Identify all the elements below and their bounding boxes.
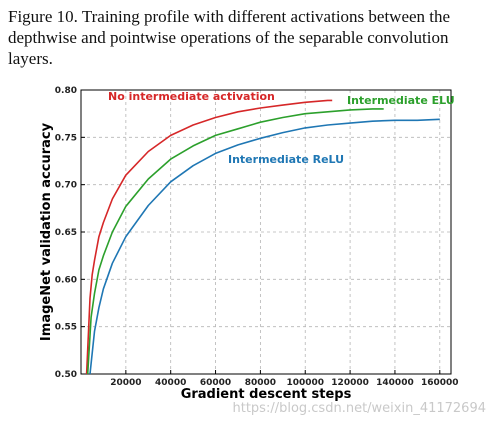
x-tick-label: 120000 bbox=[331, 378, 369, 388]
watermark-text: https://blog.csdn.net/weixin_41172694 bbox=[232, 401, 486, 416]
series-label-relu: Intermediate ReLU bbox=[228, 153, 344, 166]
y-tick-label: 0.65 bbox=[55, 228, 77, 238]
y-tick-label: 0.80 bbox=[55, 86, 77, 96]
series-line-elu bbox=[86, 108, 384, 375]
y-tick-label: 0.55 bbox=[55, 323, 77, 333]
y-tick-label: 0.75 bbox=[55, 133, 77, 143]
x-tick-label: 60000 bbox=[200, 378, 231, 388]
series-line-no-activation bbox=[85, 99, 333, 375]
y-tick-label: 0.50 bbox=[55, 370, 77, 380]
y-axis-label: ImageNet validation accuracy bbox=[39, 122, 54, 341]
x-tick-label: 140000 bbox=[376, 378, 414, 388]
x-tick-label: 100000 bbox=[286, 378, 324, 388]
figure-caption: Figure 10. Training profile with differe… bbox=[8, 7, 451, 68]
x-tick-label: 20000 bbox=[110, 378, 141, 388]
x-axis-label: Gradient descent steps bbox=[181, 387, 352, 402]
y-tick-label: 0.70 bbox=[55, 181, 77, 191]
x-tick-label: 160000 bbox=[421, 378, 459, 388]
series-label-elu: Intermediate ELU bbox=[347, 94, 455, 107]
x-tick-label: 80000 bbox=[245, 378, 276, 388]
chart-series-lines bbox=[85, 99, 440, 375]
series-label-no-activation: No intermediate activation bbox=[108, 90, 275, 103]
y-tick-label: 0.60 bbox=[55, 275, 77, 285]
chart-ticks: 20000 40000 60000 80000 100000 120000 140000 16… bbox=[55, 86, 459, 388]
series-line-relu bbox=[89, 118, 440, 375]
x-tick-label: 40000 bbox=[155, 378, 186, 388]
chart-grid bbox=[81, 89, 451, 375]
